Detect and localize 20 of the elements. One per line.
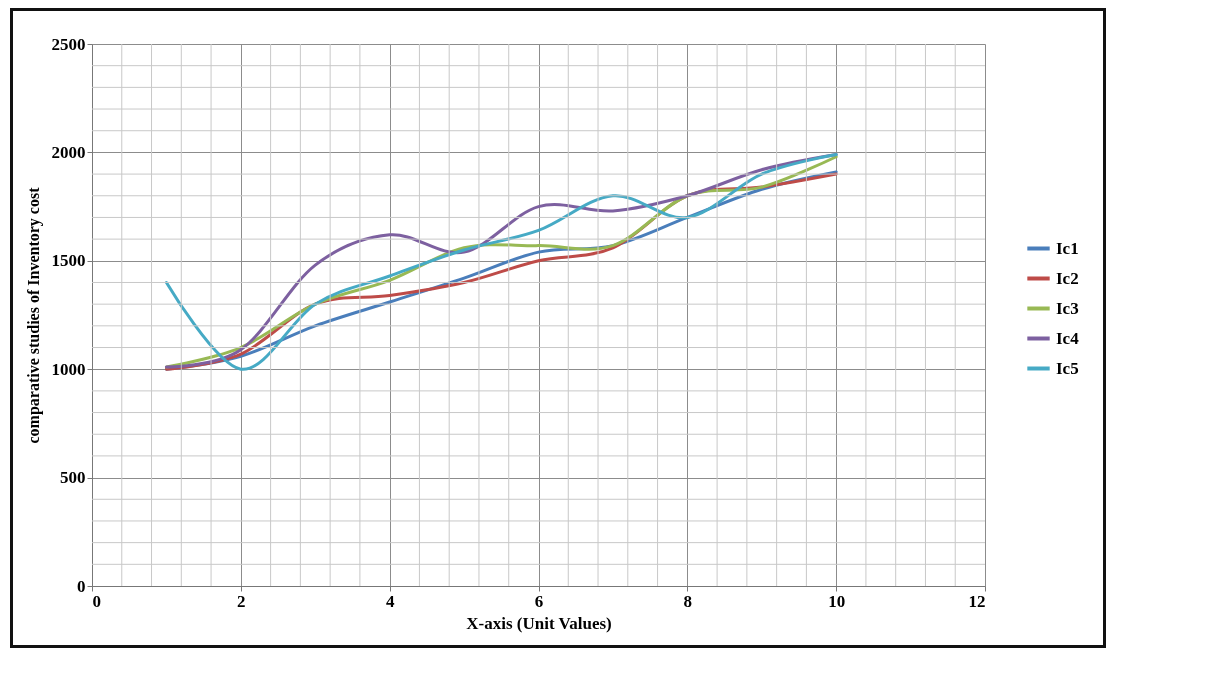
y-tick-label: 1000 (51, 359, 86, 379)
y-tick-label: 2500 (51, 34, 86, 54)
y-axis-title: comparative studies of Inventory cost (24, 186, 43, 444)
x-tick-label: 12 (968, 591, 986, 611)
legend-label: Ic5 (1056, 358, 1079, 378)
y-tick-label: 1500 (51, 251, 86, 271)
y-tick-label: 500 (60, 468, 86, 488)
x-axis-title: X-axis (Unit Values) (466, 613, 612, 633)
legend-label: Ic4 (1056, 328, 1080, 348)
x-tick-label: 4 (385, 591, 395, 611)
y-tick-label: 2000 (51, 142, 86, 162)
legend-label: Ic2 (1056, 268, 1079, 288)
x-tick-label: 10 (828, 591, 846, 611)
legend-label: Ic3 (1056, 298, 1079, 318)
x-tick-label: 8 (683, 591, 693, 611)
y-tick-label: 0 (77, 576, 86, 596)
x-tick-label: 6 (534, 591, 544, 611)
x-tick-label: 2 (237, 591, 246, 611)
legend-label: Ic1 (1056, 238, 1079, 258)
x-tick-label: 0 (92, 591, 101, 611)
